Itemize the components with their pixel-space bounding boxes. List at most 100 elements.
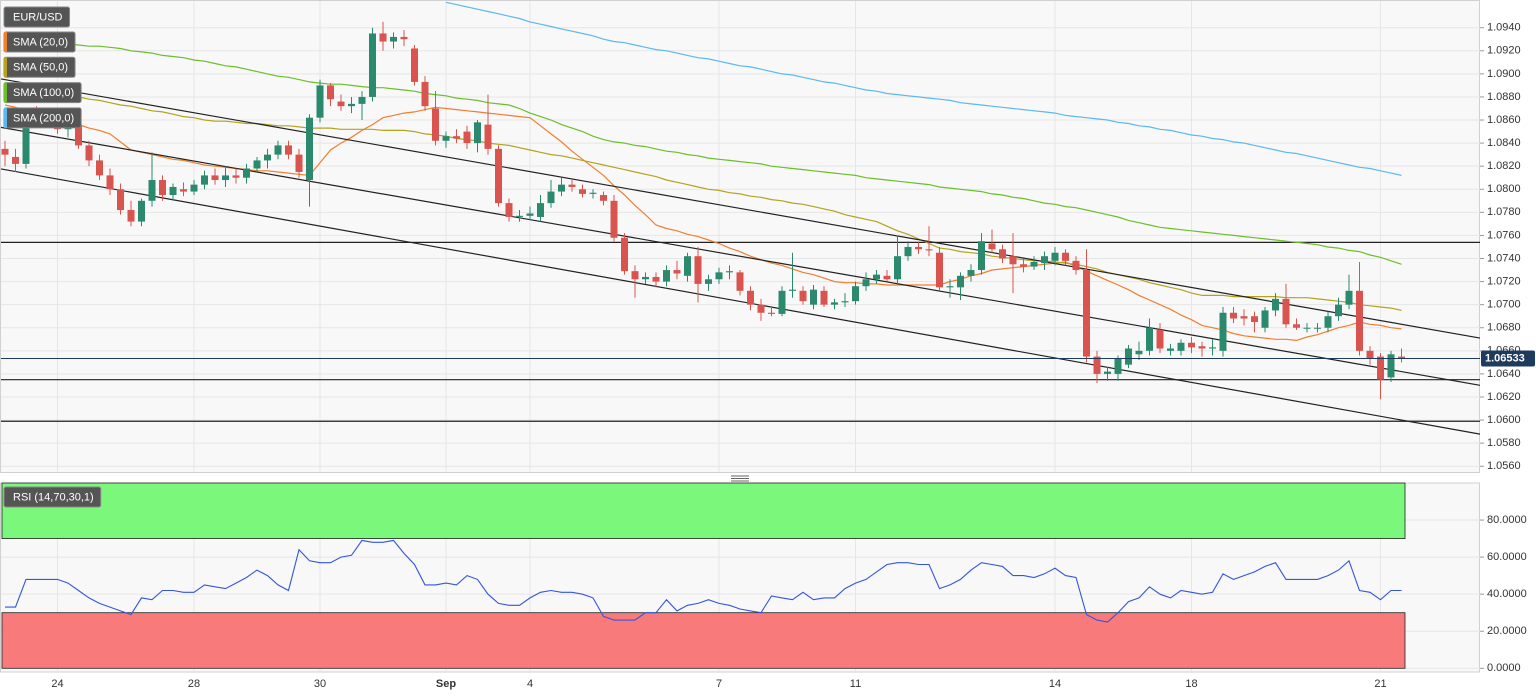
candle-body [610, 200, 618, 238]
candle-body [1387, 354, 1395, 378]
y-tick-label: 1.0760 [1487, 229, 1521, 241]
candle-body [1272, 298, 1279, 311]
candle-body [306, 117, 313, 181]
candle-body [789, 289, 796, 291]
x-tick-label: Sep [436, 678, 456, 690]
candle-body [537, 203, 544, 217]
candle-body [873, 274, 880, 280]
candle-body [75, 124, 82, 146]
candle-body [169, 186, 177, 196]
candle-body [1093, 356, 1101, 374]
candle-body [579, 189, 586, 194]
candle-body [1356, 290, 1363, 351]
trend-line [0, 78, 1481, 339]
candle-body [694, 256, 702, 284]
y-tick-label: 40.0000 [1487, 588, 1527, 600]
candle-body [1083, 270, 1090, 357]
rsi-line [5, 539, 1402, 623]
candle-body [663, 270, 670, 282]
x-tick-label: 7 [716, 678, 722, 690]
candle-body [715, 272, 723, 280]
legend-label: SMA (20,0) [13, 36, 68, 48]
candle-body [1135, 350, 1143, 355]
rsi-band [1, 482, 1406, 539]
candle-body [957, 275, 964, 288]
legend-badge [3, 486, 102, 508]
candle-body [106, 175, 114, 190]
candle-body [474, 122, 481, 144]
candle-body [747, 290, 754, 305]
trend-line [0, 168, 1481, 435]
candle-body [841, 301, 849, 303]
candle-body [516, 215, 523, 217]
candle-body [96, 160, 103, 176]
y-tick-label: 1.0680 [1487, 322, 1521, 334]
candle-body [894, 256, 901, 280]
legend-label: SMA (50,0) [13, 62, 68, 74]
sma-line [445, 1, 1402, 176]
candle-body [190, 184, 198, 192]
candle-body [1366, 350, 1374, 359]
candle-body [999, 249, 1006, 259]
candle-body [757, 304, 765, 313]
y-tick-label: 1.0780 [1487, 206, 1521, 218]
candle-body [127, 210, 135, 222]
y-tick-label: 1.0640 [1487, 368, 1521, 380]
candle-body [421, 81, 429, 107]
y-tick-label: 1.0560 [1487, 460, 1521, 472]
candle-body [1345, 290, 1353, 305]
candle-body [432, 108, 439, 141]
candle-body [1104, 371, 1111, 374]
candle-body [327, 85, 334, 100]
legend-swatch [4, 107, 7, 128]
x-tick-label: 30 [314, 678, 326, 690]
candle-body [1198, 346, 1206, 349]
candle-body [264, 154, 271, 161]
candle-body [1030, 261, 1038, 267]
legend-label: EUR/USD [13, 11, 63, 23]
x-tick-label: 24 [51, 678, 63, 690]
panel-resize-grip[interactable] [731, 475, 749, 482]
candle-body [967, 270, 975, 276]
y-tick-label: 1.0920 [1487, 45, 1521, 57]
y-tick-label: 1.0620 [1487, 391, 1521, 403]
candle-body [1114, 358, 1122, 374]
candle-body [1240, 316, 1248, 319]
y-tick-label: 20.0000 [1487, 625, 1527, 637]
x-tick-label: 11 [850, 678, 861, 690]
last-price-box [1481, 350, 1535, 367]
candle-body [915, 246, 922, 250]
candle-body [12, 156, 19, 164]
candle-body [862, 279, 870, 287]
candle-body [201, 175, 208, 185]
candle-body [232, 175, 240, 178]
candle-body [285, 145, 292, 155]
candle-body [820, 290, 828, 305]
candle-body [295, 154, 303, 172]
candle-body [22, 114, 30, 164]
rsi-band [1, 612, 1406, 669]
candle-body [358, 96, 366, 104]
candle-body [463, 131, 471, 144]
candle-body [1209, 347, 1216, 349]
x-tick-label: 28 [188, 678, 200, 690]
candle-body [852, 286, 859, 302]
legend-badge [3, 6, 71, 28]
x-tick-label: 18 [1185, 678, 1197, 690]
candle-body [180, 189, 187, 192]
candle-body [547, 191, 555, 204]
candle-body [1219, 312, 1227, 351]
y-tick-label: 60.0000 [1487, 551, 1527, 563]
y-tick-label: 80.0000 [1487, 514, 1527, 526]
candle-body [1177, 342, 1185, 351]
price-panel [0, 0, 1480, 473]
x-tick-label: 4 [527, 678, 533, 690]
candle-body [453, 136, 460, 139]
y-tick-label: 1.0860 [1487, 114, 1521, 126]
candle-body [652, 276, 660, 282]
candle-body [1324, 316, 1332, 328]
y-tick-label: 1.0820 [1487, 160, 1521, 172]
candle-body [978, 241, 985, 271]
candle-body [1167, 348, 1174, 351]
candle-body [1020, 264, 1027, 267]
